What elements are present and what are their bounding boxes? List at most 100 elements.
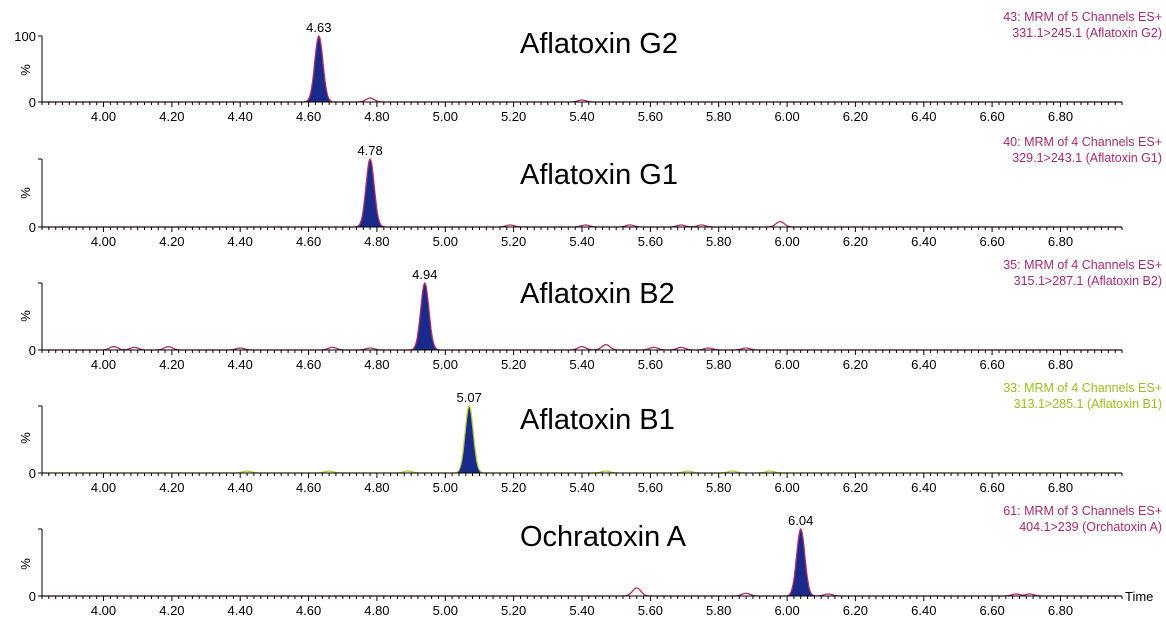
x-tick-label: 4.40 (228, 234, 253, 249)
peak-fill-3 (453, 406, 485, 473)
x-tick-label: 6.00 (774, 109, 799, 124)
x-tick-label: 5.20 (501, 603, 526, 617)
x-tick-label: 4.20 (159, 109, 184, 124)
x-tick-label: 5.60 (638, 480, 663, 495)
x-tick-label: 4.60 (296, 480, 321, 495)
peak-fill-2 (409, 283, 441, 350)
x-tick-label: 4.80 (364, 603, 389, 617)
x-tick-label: 6.60 (979, 109, 1004, 124)
x-tick-label: 6.40 (911, 109, 936, 124)
x-tick-label: 6.80 (1048, 480, 1073, 495)
channel-info-line1: 35: MRM of 4 Channels ES+ (1003, 258, 1162, 272)
peak-fill-1 (354, 159, 386, 227)
y-tick-label-0: 0 (29, 95, 36, 110)
channel-info-line1: 61: MRM of 3 Channels ES+ (1003, 504, 1162, 518)
panel-title: Aflatoxin G1 (520, 159, 678, 191)
x-tick-label: 4.00 (91, 480, 116, 495)
y-axis-label: % (18, 64, 33, 76)
x-tick-label: 4.80 (364, 109, 389, 124)
channel-info-line1: 40: MRM of 4 Channels ES+ (1003, 135, 1162, 149)
y-tick-label-100: 100 (14, 29, 36, 44)
x-tick-label: 5.60 (638, 109, 663, 124)
x-tick-label: 4.80 (364, 357, 389, 372)
peak-label: 6.04 (788, 513, 813, 528)
x-tick-label: 5.40 (569, 234, 594, 249)
x-tick-label: 6.20 (843, 603, 868, 617)
y-axis-label: % (18, 432, 33, 444)
x-tick-label: 4.60 (296, 109, 321, 124)
channel-info-line1: 43: MRM of 5 Channels ES+ (1003, 10, 1162, 24)
x-tick-label: 5.40 (569, 357, 594, 372)
x-tick-label: 6.80 (1048, 234, 1073, 249)
x-tick-label: 5.20 (501, 234, 526, 249)
x-tick-label: 6.20 (843, 234, 868, 249)
x-tick-label: 5.80 (706, 357, 731, 372)
x-tick-label: 6.00 (774, 357, 799, 372)
x-tick-label: 6.40 (911, 234, 936, 249)
x-tick-label: 4.60 (296, 234, 321, 249)
channel-info-line2: 331.1>245.1 (Aflatoxin G2) (1012, 26, 1162, 40)
x-tick-label: 4.20 (159, 357, 184, 372)
x-tick-label: 5.00 (433, 357, 458, 372)
y-axis-label: % (18, 310, 33, 322)
channel-info-line2: 404.1>239 (Orchatoxin A) (1019, 520, 1162, 534)
x-tick-label: 6.20 (843, 357, 868, 372)
x-tick-label: 5.00 (433, 234, 458, 249)
x-tick-label: 5.20 (501, 357, 526, 372)
x-tick-label: 6.00 (774, 234, 799, 249)
peak-fill-4 (785, 529, 817, 596)
channel-info-line2: 313.1>285.1 (Aflatoxin B1) (1014, 397, 1162, 411)
y-tick-label-0: 0 (29, 466, 36, 481)
x-tick-label: 4.00 (91, 109, 116, 124)
x-tick-label: 6.80 (1048, 603, 1073, 617)
peak-label: 4.78 (357, 143, 382, 158)
x-tick-label: 5.80 (706, 603, 731, 617)
x-tick-label: 6.60 (979, 603, 1004, 617)
x-tick-label: 5.20 (501, 480, 526, 495)
channel-info-line2: 329.1>243.1 (Aflatoxin G1) (1012, 151, 1162, 165)
x-tick-label: 6.40 (911, 357, 936, 372)
panel-title: Aflatoxin B2 (520, 278, 675, 310)
x-tick-label: 5.80 (706, 109, 731, 124)
channel-info-line1: 33: MRM of 4 Channels ES+ (1003, 381, 1162, 395)
x-tick-label: 4.00 (91, 357, 116, 372)
x-tick-label: 6.20 (843, 480, 868, 495)
x-tick-label: 5.00 (433, 603, 458, 617)
x-tick-label: 4.80 (364, 234, 389, 249)
x-tick-label: 6.60 (979, 357, 1004, 372)
x-tick-label: 6.00 (774, 603, 799, 617)
x-tick-label: 5.40 (569, 480, 594, 495)
y-tick-label-0: 0 (29, 220, 36, 235)
x-tick-label: 4.00 (91, 603, 116, 617)
x-tick-label: 5.80 (706, 234, 731, 249)
x-tick-label: 6.40 (911, 480, 936, 495)
x-tick-label: 4.20 (159, 234, 184, 249)
x-tick-label: 4.80 (364, 480, 389, 495)
x-tick-label: 5.60 (638, 357, 663, 372)
y-axis-label: % (18, 558, 33, 570)
y-tick-label-0: 0 (29, 589, 36, 604)
x-tick-label: 5.80 (706, 480, 731, 495)
x-tick-label: 6.80 (1048, 109, 1073, 124)
x-tick-label: 5.40 (569, 603, 594, 617)
x-tick-label: 4.40 (228, 357, 253, 372)
peak-fill-0 (303, 36, 335, 102)
peak-label: 4.63 (306, 20, 331, 35)
x-tick-label: 4.20 (159, 603, 184, 617)
x-tick-label: 4.40 (228, 603, 253, 617)
x-tick-label: 4.40 (228, 480, 253, 495)
x-tick-label: 6.20 (843, 109, 868, 124)
x-tick-label: 5.20 (501, 109, 526, 124)
peak-label: 5.07 (457, 390, 482, 405)
x-tick-label: 4.20 (159, 480, 184, 495)
x-tick-label: 6.00 (774, 480, 799, 495)
y-axis-label: % (18, 187, 33, 199)
x-tick-label: 4.60 (296, 357, 321, 372)
x-tick-label: 5.60 (638, 603, 663, 617)
y-tick-label-0: 0 (29, 343, 36, 358)
x-tick-label: 5.60 (638, 234, 663, 249)
panel-title: Ochratoxin A (520, 521, 687, 553)
x-tick-label: 6.60 (979, 480, 1004, 495)
